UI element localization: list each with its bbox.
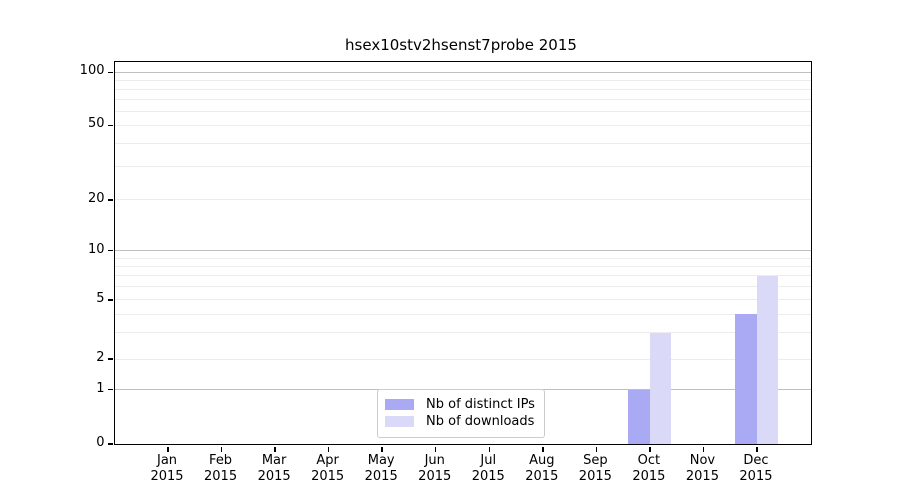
y-tick [108,388,113,391]
x-tick-label: Oct 2015 [632,453,666,484]
y-gridline-minor [114,199,811,201]
y-tick-label: 100 [79,63,105,79]
y-gridline-minor [114,124,811,126]
x-tick [327,447,330,452]
x-tick-label: Jan 2015 [150,453,184,484]
x-tick [488,447,491,452]
y-gridline-minor [114,79,811,81]
x-tick-label: Apr 2015 [311,453,345,484]
y-tick [108,124,113,127]
legend-swatch-downloads [385,416,414,427]
y-tick-label: 20 [87,190,105,206]
x-tick-label: Mar 2015 [257,453,291,484]
x-tick [756,447,758,452]
y-gridline-minor [114,275,811,277]
y-gridline-minor [114,88,811,90]
y-gridline-minor [114,332,811,334]
y-gridline-minor [114,265,811,267]
x-tick [702,447,705,452]
y-tick-label: 2 [96,350,105,366]
y-tick [108,71,113,74]
x-tick [542,447,544,452]
y-tick-label: 10 [87,241,105,257]
y-gridline-minor [114,166,811,168]
bar-distinct-ips [735,314,757,444]
x-tick [434,447,437,452]
y-gridline-minor [114,299,811,301]
x-tick [381,447,383,452]
legend-swatch-distinct-ips [385,399,414,410]
y-tick [108,358,113,360]
y-gridline-minor [114,313,811,315]
bar-distinct-ips [628,389,650,444]
y-tick-label: 5 [96,290,105,306]
y-gridline-minor [114,358,811,360]
x-tick-label: Dec 2015 [739,453,773,484]
x-tick-label: Jun 2015 [418,453,452,484]
y-tick-label: 1 [96,380,105,396]
y-gridline-minor [114,286,811,288]
x-tick [274,447,276,452]
bar-downloads [649,332,672,444]
y-gridline-minor [114,110,811,112]
y-tick [108,443,113,445]
chart-title: hsex10stv2hsenst7probe 2015 [345,36,577,54]
plot-area [108,61,812,452]
x-tick [220,447,223,452]
y-tick [108,249,113,252]
legend-label-downloads: Nb of downloads [426,414,535,429]
y-gridline-minor [114,99,811,101]
x-tick-label: Feb 2015 [204,453,238,484]
y-tick [108,199,113,201]
legend-label-distinct-ips: Nb of distinct IPs [426,397,535,412]
x-tick-label: Jul 2015 [471,453,505,484]
x-tick-label: May 2015 [364,453,398,484]
x-tick [167,447,169,452]
y-tick [108,299,113,301]
y-tick-label: 0 [96,435,105,450]
x-tick-label: Aug 2015 [525,453,559,484]
x-tick-label: Nov 2015 [685,453,719,484]
y-tick-label: 50 [87,116,105,132]
bar-downloads [756,275,779,444]
legend-item-downloads: Nb of downloads [385,413,536,430]
y-gridline-minor [114,257,811,259]
x-tick [595,447,598,452]
x-tick-label: Sep 2015 [578,453,612,484]
y-gridline-major [114,250,811,252]
legend-item-distinct-ips: Nb of distinct IPs [385,396,536,413]
x-tick [649,447,651,452]
legend: Nb of distinct IPs Nb of downloads [377,389,545,438]
y-gridline-minor [114,142,811,144]
y-gridline-major [114,71,811,73]
